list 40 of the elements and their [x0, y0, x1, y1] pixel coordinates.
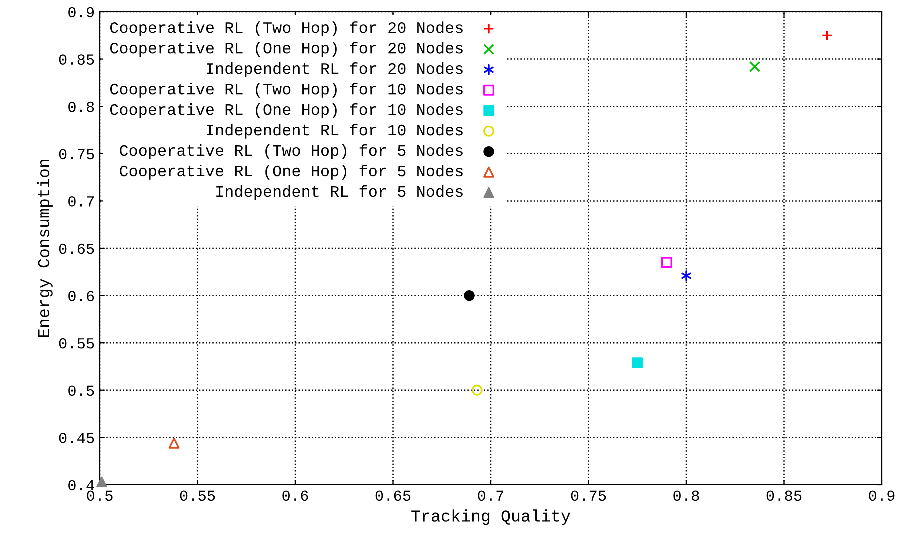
y-tick-label: 0.5 — [68, 386, 94, 396]
y-tick-label: 0.75 — [59, 149, 94, 160]
legend-label: Cooperative RL (Two Hop) for 20 Nodes — [110, 22, 463, 36]
legend-label: Independent RL for 10 Nodes — [207, 124, 463, 139]
point — [472, 384, 483, 396]
y-tick-label: 0.4 — [68, 480, 94, 491]
point — [661, 257, 672, 268]
x-tick-label: 0.55 — [180, 490, 216, 502]
x-axis-title: Tracking Quality — [412, 510, 570, 526]
point — [822, 30, 833, 42]
x-tick-label: 0.85 — [766, 490, 802, 502]
y-tick-label: 0.65 — [59, 244, 94, 254]
y-tick-label: 0.8 — [68, 102, 94, 112]
point — [464, 290, 475, 302]
x-tick-label: 0.9 — [869, 490, 895, 502]
x-tick-label: 0.65 — [376, 490, 411, 502]
point — [632, 358, 643, 368]
y-axis-title: Energy Consumption — [37, 160, 53, 338]
point — [682, 270, 692, 282]
y-tick-label: 0.45 — [59, 433, 94, 444]
x-tick-label: 0.7 — [478, 490, 504, 502]
x-tick-label: 0.6 — [282, 490, 308, 502]
x-tick-label: 0.8 — [674, 490, 700, 502]
legend-label: Cooperative RL (Two Hop) for 10 Nodes — [110, 83, 463, 98]
legend-label: Cooperative RL (One Hop) for 5 Nodes — [120, 164, 463, 180]
y-tick-label: 0.7 — [68, 196, 94, 207]
y-tick-label: 0.85 — [59, 54, 94, 65]
point — [96, 476, 108, 488]
point — [749, 61, 760, 72]
legend-label: Cooperative RL (Two Hop) for 5 Nodes — [120, 144, 463, 160]
x-tick-label: 0.75 — [571, 490, 606, 502]
y-tick-label: 0.9 — [68, 7, 94, 18]
x-tick-label: 0.5 — [87, 490, 113, 502]
point — [168, 438, 180, 449]
y-tick-label: 0.55 — [59, 338, 94, 349]
legend-label: Cooperative RL (One Hop) for 10 Nodes — [110, 104, 463, 118]
legend-label: Cooperative RL (One Hop) for 20 Nodes — [110, 42, 463, 57]
legend-label: Independent RL for 5 Nodes — [216, 185, 463, 200]
y-tick-label: 0.6 — [68, 291, 94, 302]
legend-label: Independent RL for 20 Nodes — [207, 62, 463, 78]
